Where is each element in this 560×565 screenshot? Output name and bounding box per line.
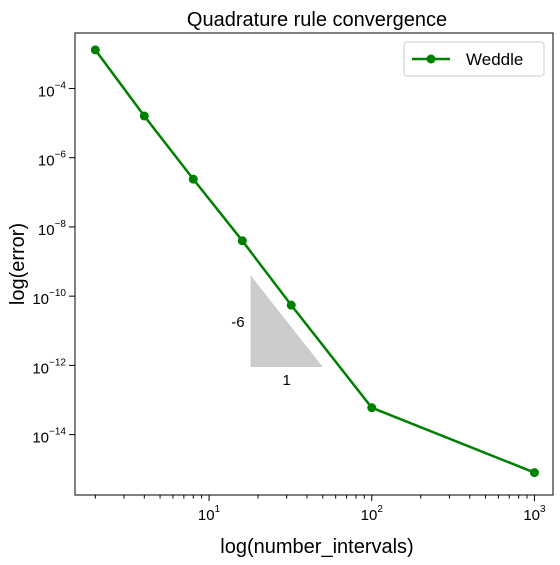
x-tick-label-base: 10 (523, 507, 540, 524)
slope-triangle (251, 275, 323, 367)
y-tick-label-exp: −8 (55, 219, 67, 230)
y-tick-label-base: 10 (38, 222, 55, 239)
slope-rise-label: -6 (231, 314, 244, 331)
legend: Weddle (404, 42, 544, 76)
x-tick-label-exp: 3 (540, 504, 546, 515)
series-group (91, 45, 539, 477)
legend-label-weddle: Weddle (466, 50, 523, 69)
plot-area (75, 33, 553, 495)
y-tick-label-exp: −10 (49, 288, 66, 299)
data-point (140, 112, 149, 121)
legend-marker-weddle (427, 55, 436, 64)
y-tick-label: 10−6 (38, 150, 67, 170)
y-tick-label-base: 10 (38, 153, 55, 170)
chart-title: Quadrature rule convergence (187, 9, 447, 31)
x-tick-label: 102 (361, 504, 384, 524)
y-tick-label-exp: −4 (55, 80, 67, 91)
data-point (530, 468, 539, 477)
x-tick-label-base: 10 (198, 507, 215, 524)
x-axis-label: log(number_intervals) (220, 536, 413, 558)
y-tick-label: 10−4 (38, 80, 67, 100)
x-tick-label-exp: 2 (377, 504, 383, 515)
y-tick-label-base: 10 (32, 430, 49, 447)
x-tick-label: 101 (198, 504, 221, 524)
y-tick-label-exp: −14 (49, 427, 66, 438)
x-tick-label-base: 10 (361, 507, 378, 524)
data-point (367, 403, 376, 412)
y-tick-label: 10−12 (32, 357, 66, 377)
series-line-weddle (95, 50, 534, 473)
y-tick-label-base: 10 (32, 360, 49, 377)
y-tick-label-exp: −12 (49, 357, 66, 368)
slope-triangle-group: -6 1 (231, 275, 323, 389)
slope-run-label: 1 (283, 372, 291, 389)
plot-frame (75, 33, 553, 495)
y-tick-label-exp: −6 (55, 150, 67, 161)
y-tick-label: 10−8 (38, 219, 67, 239)
data-point (238, 236, 247, 245)
y-tick-label: 10−14 (32, 427, 66, 447)
data-point (91, 45, 100, 54)
x-tick-label-exp: 1 (215, 504, 221, 515)
x-axis-ticks: 101 102 103 (95, 495, 546, 524)
y-tick-label-base: 10 (32, 291, 49, 308)
data-point (287, 301, 296, 310)
x-tick-label: 103 (523, 504, 546, 524)
data-point (189, 175, 198, 184)
y-axis-label: log(error) (7, 223, 29, 305)
y-tick-label: 10−10 (32, 288, 66, 308)
y-tick-label-base: 10 (38, 83, 55, 100)
